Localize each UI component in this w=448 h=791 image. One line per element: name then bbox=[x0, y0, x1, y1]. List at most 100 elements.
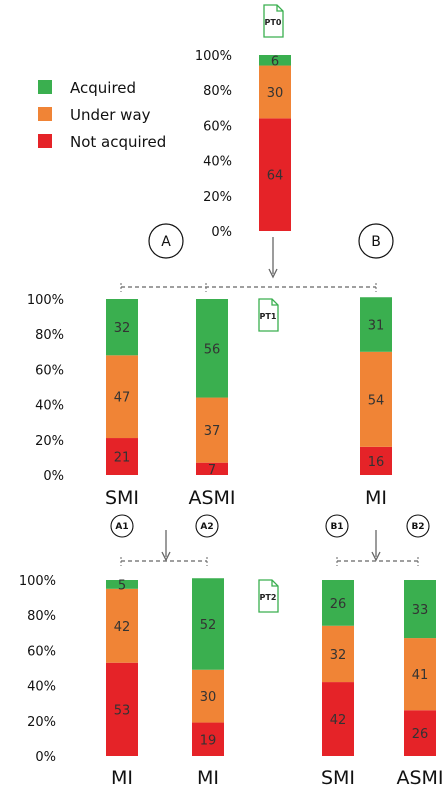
bar-segment-not-acquired bbox=[192, 722, 224, 756]
bar-segment-under-way bbox=[259, 65, 291, 119]
data-label: 5 bbox=[118, 578, 126, 593]
document-marker-pt2: PT2 bbox=[258, 579, 279, 613]
data-label: 19 bbox=[200, 733, 217, 748]
legend: Acquired Under way Not acquired bbox=[38, 79, 166, 151]
bar-segment-not-acquired bbox=[196, 462, 228, 475]
document-label: PT2 bbox=[260, 593, 277, 602]
document-marker-pt1: PT1 bbox=[258, 298, 279, 332]
data-label: 32 bbox=[114, 321, 131, 336]
y-tick-label: 20% bbox=[35, 434, 64, 449]
category-label: MI bbox=[365, 487, 387, 509]
group-circle bbox=[148, 223, 184, 259]
chart-pt2: 0% 20% 40% 60% 80% 100% 53 42 5 MI 19 30 52 MI 42 32 26 S… bbox=[19, 574, 444, 789]
bar-segment-under-way bbox=[106, 588, 138, 663]
group-circle bbox=[358, 223, 394, 259]
category-label: MI bbox=[197, 767, 219, 789]
data-label: 31 bbox=[368, 319, 385, 334]
bar-segment-acquired bbox=[322, 580, 354, 626]
bar-segment-acquired bbox=[360, 297, 392, 352]
bar-segment-acquired bbox=[106, 299, 138, 356]
group-circle bbox=[325, 514, 349, 538]
chart-pt0: 0% 20% 40% 60% 80% 100% 64 30 6 bbox=[195, 49, 291, 240]
group-label-a1: A1 bbox=[115, 522, 128, 532]
data-label: 16 bbox=[368, 455, 385, 470]
group-label-b: B bbox=[371, 234, 381, 250]
document-label: PT1 bbox=[260, 312, 277, 321]
data-label: 64 bbox=[267, 169, 284, 184]
category-label: ASMI bbox=[188, 487, 235, 509]
document-marker-pt0: PT0 bbox=[263, 4, 284, 38]
bar-segment-under-way bbox=[360, 351, 392, 447]
y-tick-label: 0% bbox=[35, 750, 56, 765]
bar-segment-under-way bbox=[196, 397, 228, 463]
legend-label-not-acquired: Not acquired bbox=[70, 133, 166, 151]
y-tick-label: 100% bbox=[19, 574, 56, 589]
document-label: PT0 bbox=[265, 18, 282, 27]
y-tick-label: 80% bbox=[203, 84, 232, 99]
y-tick-label: 100% bbox=[27, 293, 64, 308]
data-label: 41 bbox=[412, 668, 429, 683]
bar-segment-not-acquired bbox=[106, 662, 138, 756]
y-tick-label: 60% bbox=[27, 644, 56, 659]
y-tick-label: 80% bbox=[35, 328, 64, 343]
data-label: 54 bbox=[368, 393, 385, 408]
bar-segment-under-way bbox=[322, 625, 354, 683]
bar-segment-acquired bbox=[106, 580, 138, 589]
document-icon bbox=[258, 298, 279, 332]
category-label: SMI bbox=[321, 767, 355, 789]
bar-segment-under-way bbox=[404, 638, 436, 711]
y-tick-label: 40% bbox=[203, 155, 232, 170]
bar-segment-acquired bbox=[259, 55, 291, 66]
data-label: 6 bbox=[271, 54, 279, 69]
legend-label-acquired: Acquired bbox=[70, 79, 136, 97]
group-label-a: A bbox=[161, 234, 171, 250]
y-tick-label: 60% bbox=[35, 363, 64, 378]
data-label: 42 bbox=[114, 620, 131, 635]
legend-swatch-not-acquired bbox=[38, 134, 52, 148]
document-fold bbox=[271, 580, 278, 587]
bar-segment-acquired bbox=[404, 580, 436, 639]
group-marker-a1: A1 bbox=[110, 514, 134, 538]
y-tick-label: 0% bbox=[43, 469, 64, 484]
data-label: 21 bbox=[114, 451, 131, 466]
y-tick-label: 60% bbox=[203, 119, 232, 134]
y-tick-label: 100% bbox=[195, 49, 232, 64]
chart-pt1: 0% 20% 40% 60% 80% 100% 21 47 32 SMI 7 37 56 ASMI 16 54… bbox=[27, 293, 392, 509]
group-label-a2: A2 bbox=[200, 522, 213, 532]
bar-segment-not-acquired bbox=[322, 682, 354, 756]
group-marker-b2: B2 bbox=[406, 514, 430, 538]
bar-segment-under-way bbox=[192, 669, 224, 723]
y-tick-label: 0% bbox=[211, 225, 232, 240]
arrowhead bbox=[371, 551, 381, 562]
data-label: 7 bbox=[208, 463, 216, 478]
arrowhead bbox=[161, 551, 171, 562]
y-tick-label: 80% bbox=[27, 609, 56, 624]
arrowhead bbox=[268, 268, 278, 279]
group-marker-b1: B1 bbox=[325, 514, 349, 538]
y-tick-label: 20% bbox=[203, 190, 232, 205]
data-label: 47 bbox=[114, 391, 131, 406]
data-label: 26 bbox=[330, 597, 347, 612]
document-fold bbox=[276, 5, 283, 12]
group-circle bbox=[110, 514, 134, 538]
connectors bbox=[120, 237, 419, 566]
group-marker-b: B bbox=[358, 223, 394, 259]
legend-swatch-under-way bbox=[38, 107, 52, 121]
group-label-b1: B1 bbox=[330, 522, 343, 532]
bar-segment-under-way bbox=[106, 355, 138, 439]
data-label: 52 bbox=[200, 618, 217, 633]
document-icon bbox=[263, 4, 284, 38]
group-circle bbox=[406, 514, 430, 538]
y-tick-label: 40% bbox=[35, 399, 64, 414]
data-label: 30 bbox=[200, 690, 217, 705]
y-tick-label: 40% bbox=[27, 680, 56, 695]
data-label: 30 bbox=[267, 86, 284, 101]
document-fold bbox=[271, 299, 278, 306]
data-label: 32 bbox=[330, 648, 347, 663]
category-label: ASMI bbox=[396, 767, 443, 789]
legend-swatch-acquired bbox=[38, 80, 52, 94]
data-label: 42 bbox=[330, 713, 347, 728]
data-label: 26 bbox=[412, 727, 429, 742]
bar-segment-not-acquired bbox=[404, 710, 436, 756]
